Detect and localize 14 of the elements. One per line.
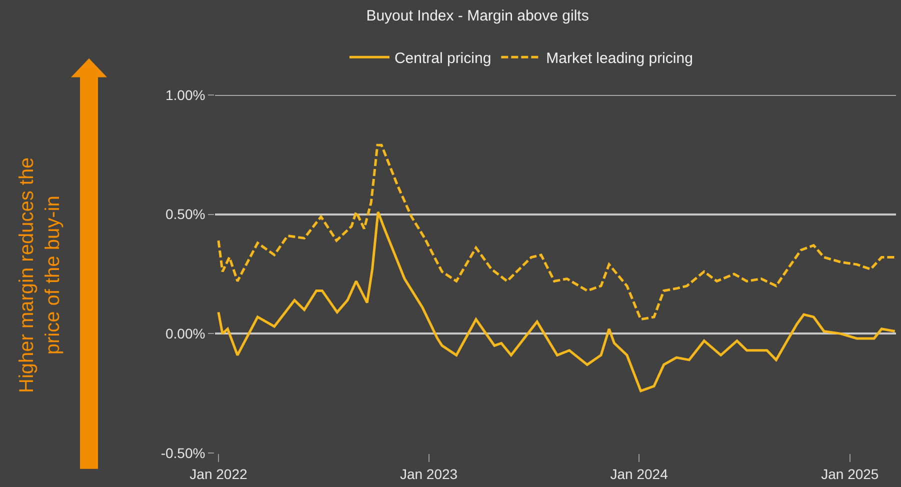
y-tick-label: 0.50% <box>165 206 206 222</box>
legend-label: Central pricing <box>394 50 492 68</box>
text: Higher margin reduces the price of the buy-in <box>16 157 64 393</box>
x-tick-label: Jan 2022 <box>190 466 248 482</box>
x-tick-label: Jan 2023 <box>400 466 458 482</box>
line-series <box>217 144 896 321</box>
legend-label: Market leading pricing <box>546 50 693 68</box>
x-tick-label: Jan 2024 <box>610 466 668 482</box>
y-tick-label: -0.50% <box>160 444 206 461</box>
y-tick-label: 1.00% <box>165 86 206 103</box>
line-series <box>217 210 896 392</box>
x-tick-label: Jan 2025 <box>821 466 879 482</box>
y-tick-label: 0.00% <box>165 326 206 342</box>
chart-title: Buyout Index - Margin above gilts <box>366 8 589 24</box>
